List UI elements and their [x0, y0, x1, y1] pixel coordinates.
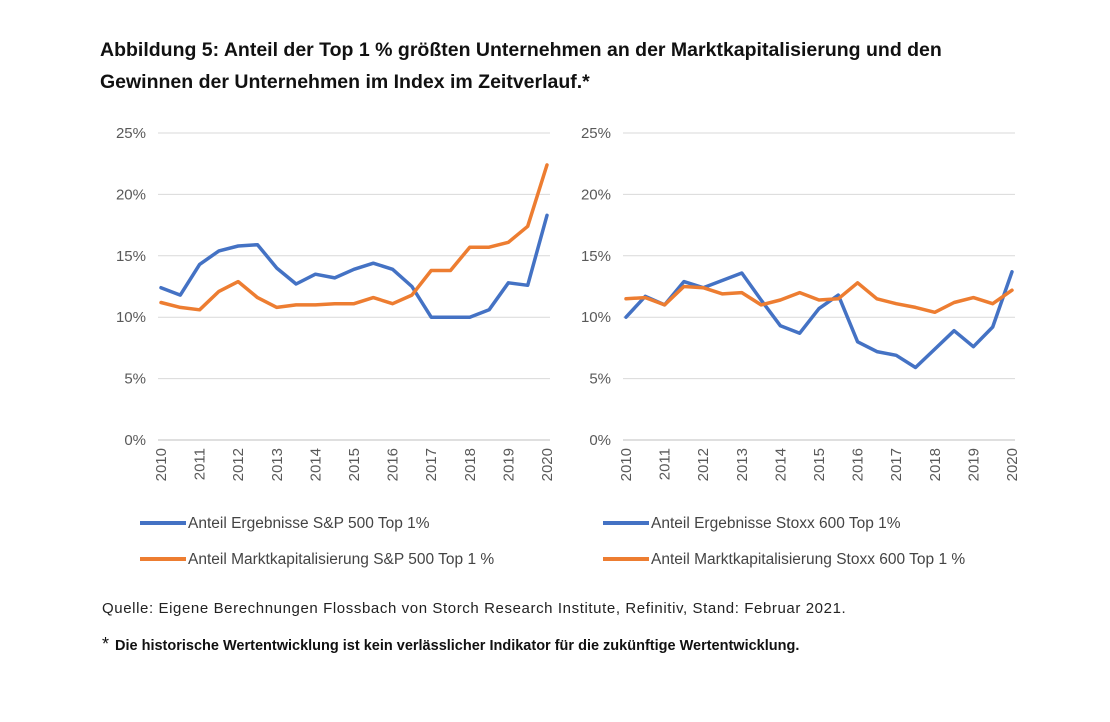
x-tick-label: 2011: [192, 448, 209, 480]
disclaimer: * Die historische Wertentwicklung ist kei…: [102, 634, 799, 655]
series-line-market-cap: [159, 163, 549, 312]
y-tick-label: 15%: [116, 248, 146, 265]
y-tick-label: 20%: [581, 186, 611, 203]
x-tick-label: 2018: [462, 448, 479, 481]
disclaimer-star: *: [102, 634, 110, 654]
x-tick-label: 2016: [850, 448, 867, 481]
chart-sp500: 0% 5% 10% 15% 20% 25% 2010 2011 2012 2013 2014 2015…: [116, 125, 556, 568]
y-tick-label: 25%: [581, 125, 611, 142]
title-line-2: Gewinnen der Unternehmen im Index im Zei…: [100, 71, 590, 93]
x-tick-label: 2013: [734, 448, 751, 481]
x-tick-label: 2019: [965, 448, 982, 481]
chart-stoxx600: 0% 5% 10% 15% 20% 25% 2010 2011 2012 2013 2014 2015…: [581, 125, 1021, 568]
series-line-market-cap: [624, 281, 1014, 315]
x-tick-label: 2019: [500, 448, 517, 481]
y-tick-label: 15%: [581, 248, 611, 265]
x-tick-label: 2012: [695, 448, 712, 481]
legend-label: Anteil Marktkapitalisierung Stoxx 600 To…: [651, 551, 965, 568]
x-tick-label: 2012: [230, 448, 247, 481]
x-tick-label: 2011: [657, 448, 674, 480]
x-tick-label: 2010: [618, 448, 635, 481]
legend-label: Anteil Ergebnisse S&P 500 Top 1%: [188, 515, 430, 532]
x-tick-label: 2016: [385, 448, 402, 481]
y-tick-label: 0%: [124, 432, 146, 449]
x-tick-label: 2010: [153, 448, 170, 481]
series-line-earnings: [159, 213, 549, 319]
figure-title: Abbildung 5: Anteil der Top 1 % größten …: [100, 34, 1060, 98]
y-tick-label: 5%: [589, 371, 611, 388]
x-tick-label: 2018: [927, 448, 944, 481]
y-tick-label: 20%: [116, 186, 146, 203]
x-tick-label: 2015: [811, 448, 828, 481]
legend-label: Anteil Ergebnisse Stoxx 600 Top 1%: [651, 515, 901, 532]
x-tick-label: 2013: [269, 448, 286, 481]
series-line-earnings: [624, 270, 1014, 370]
source-note: Quelle: Eigene Berechnungen Flossbach vo…: [102, 600, 847, 617]
x-tick-label: 2017: [423, 448, 440, 481]
disclaimer-text: Die historische Wertentwicklung ist kein…: [115, 638, 800, 654]
title-line-1: Abbildung 5: Anteil der Top 1 % größten …: [100, 39, 942, 61]
x-tick-label: 2017: [888, 448, 905, 481]
y-tick-label: 25%: [116, 125, 146, 142]
x-tick-label: 2014: [772, 448, 789, 481]
x-tick-label: 2015: [346, 448, 363, 481]
y-tick-label: 10%: [116, 309, 146, 326]
y-tick-label: 5%: [124, 371, 146, 388]
y-tick-label: 0%: [589, 432, 611, 449]
x-tick-label: 2014: [307, 448, 324, 481]
y-tick-label: 10%: [581, 309, 611, 326]
x-tick-label: 2020: [1004, 448, 1021, 481]
legend-label: Anteil Marktkapitalisierung S&P 500 Top …: [188, 551, 494, 568]
x-tick-label: 2020: [539, 448, 556, 481]
